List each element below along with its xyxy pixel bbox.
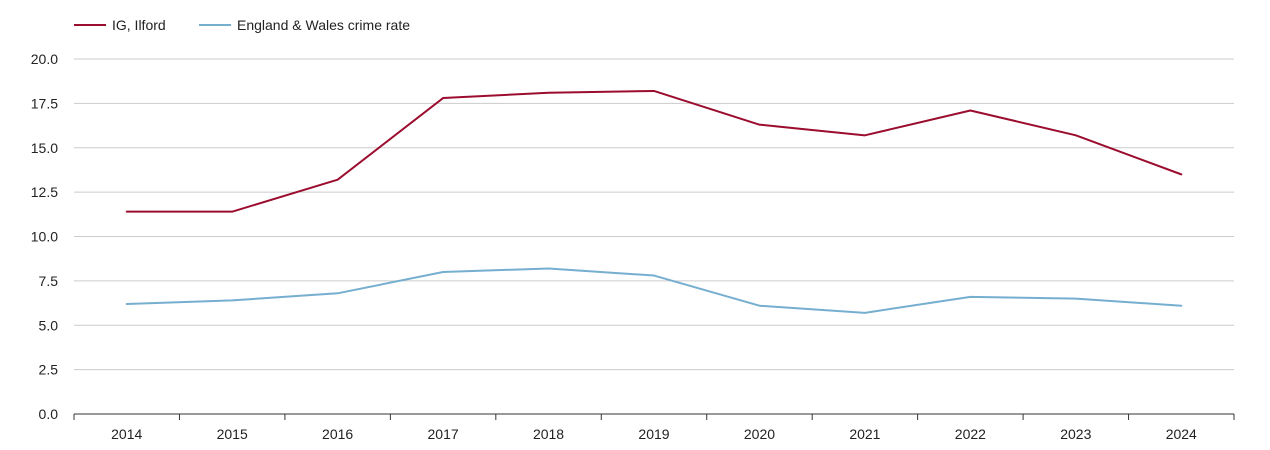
x-tick-label-2024: 2024 xyxy=(1166,426,1197,442)
data-point-ilford-2023[interactable] xyxy=(1072,131,1080,139)
y-tick-label: 0.0 xyxy=(39,406,59,422)
x-tick-label-2014: 2014 xyxy=(111,426,142,442)
x-axis-ticks: 2014 2015 2016 2017 2018 2019 2020 2021 2022 2023… xyxy=(73,414,1235,442)
data-point-england-wales-2017[interactable] xyxy=(439,268,447,276)
data-point-england-wales-2014[interactable] xyxy=(123,300,131,308)
data-point-ilford-2017[interactable] xyxy=(439,94,447,102)
data-point-england-wales-2015[interactable] xyxy=(228,296,236,304)
x-tick-label-2019: 2019 xyxy=(638,426,669,442)
y-tick-label: 20.0 xyxy=(31,51,58,67)
y-tick-label: 7.5 xyxy=(39,273,59,289)
gridlines xyxy=(74,58,1234,371)
y-tick-label: 17.5 xyxy=(31,95,58,111)
series-line-england-wales[interactable] xyxy=(125,267,1183,314)
data-point-england-wales-2020[interactable] xyxy=(755,302,763,310)
y-tick-label: 2.5 xyxy=(39,362,59,378)
legend-label-england-wales: England & Wales crime rate xyxy=(237,17,410,33)
data-point-england-wales-2023[interactable] xyxy=(1072,295,1080,303)
data-point-ilford-2024[interactable] xyxy=(1177,170,1185,178)
data-point-ilford-2019[interactable] xyxy=(650,87,658,95)
y-tick-label: 10.0 xyxy=(31,229,58,245)
legend-item-england-wales[interactable]: England & Wales crime rate xyxy=(199,17,410,33)
x-tick-label-2021: 2021 xyxy=(849,426,880,442)
legend-label-ilford: IG, Ilford xyxy=(112,17,166,33)
data-point-ilford-2021[interactable] xyxy=(861,131,869,139)
legend-item-ilford[interactable]: IG, Ilford xyxy=(74,17,166,33)
data-point-ilford-2014[interactable] xyxy=(123,208,131,216)
data-point-ilford-2015[interactable] xyxy=(228,208,236,216)
data-point-ilford-2018[interactable] xyxy=(545,89,553,97)
data-point-england-wales-2021[interactable] xyxy=(861,309,869,317)
y-axis-tick-labels: 0.0 2.5 5.0 7.5 10.0 12.5 15.0 17.5 20.0 xyxy=(31,51,58,422)
data-point-ilford-2022[interactable] xyxy=(966,106,974,114)
x-tick-label-2023: 2023 xyxy=(1060,426,1091,442)
x-tick-label-2017: 2017 xyxy=(428,426,459,442)
data-point-england-wales-2018[interactable] xyxy=(545,264,553,272)
x-tick-label-2018: 2018 xyxy=(533,426,564,442)
x-tick-label-2022: 2022 xyxy=(955,426,986,442)
x-tick-label-2015: 2015 xyxy=(217,426,248,442)
x-tick-label-2020: 2020 xyxy=(744,426,775,442)
series-lines xyxy=(123,87,1185,317)
data-point-england-wales-2024[interactable] xyxy=(1177,302,1185,310)
data-point-england-wales-2016[interactable] xyxy=(334,289,342,297)
y-tick-label: 12.5 xyxy=(31,184,58,200)
y-tick-label: 5.0 xyxy=(39,317,59,333)
legend: IG, Ilford England & Wales crime rate xyxy=(74,17,410,33)
y-tick-label: 15.0 xyxy=(31,140,58,156)
data-point-ilford-2020[interactable] xyxy=(755,121,763,129)
data-point-ilford-2016[interactable] xyxy=(334,176,342,184)
series-line-ilford[interactable] xyxy=(125,89,1183,213)
x-tick-label-2016: 2016 xyxy=(322,426,353,442)
data-point-england-wales-2019[interactable] xyxy=(650,272,658,280)
data-point-england-wales-2022[interactable] xyxy=(966,293,974,301)
